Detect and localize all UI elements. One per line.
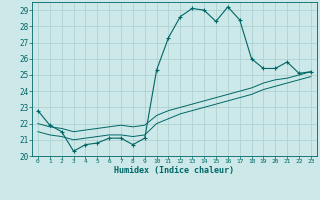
X-axis label: Humidex (Indice chaleur): Humidex (Indice chaleur) (115, 166, 234, 175)
